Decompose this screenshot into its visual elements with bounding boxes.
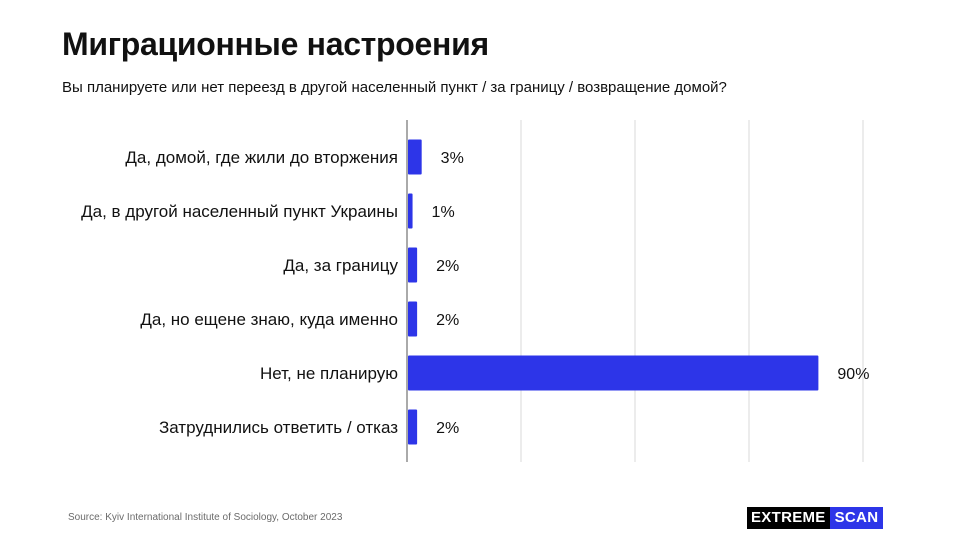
chart-title: Миграционные настроения [62, 26, 489, 62]
extreme-scan-logo: EXTREME SCAN [747, 507, 884, 529]
logo-part-scan: SCAN [829, 507, 884, 529]
bar-chart: Да, домой, где жили до вторжения 3% Да, в … [81, 120, 869, 462]
bar [408, 193, 413, 229]
bar [408, 139, 422, 175]
category-label: Да, за границу [283, 256, 398, 275]
chart-subtitle: Вы планируете или нет переезд в другой н… [62, 79, 727, 96]
category-label: Да, но ещене знаю, куда именно [140, 310, 398, 329]
value-label: 2% [436, 312, 459, 329]
category-label: Да, в другой населенный пункт Украины [81, 202, 398, 221]
logo-part-extreme: EXTREME [747, 507, 830, 529]
bar [408, 247, 418, 283]
value-label: 2% [436, 258, 459, 275]
category-label: Нет, не планирую [260, 364, 398, 383]
value-label: 1% [432, 204, 455, 221]
value-label: 3% [441, 150, 464, 167]
bar [408, 409, 418, 445]
source-note: Source: Kyiv International Institute of … [68, 512, 343, 523]
category-label: Да, домой, где жили до вторжения [125, 148, 398, 167]
bar [408, 355, 819, 391]
value-label: 2% [436, 420, 459, 437]
category-label: Затруднились ответить / отказ [159, 418, 398, 437]
value-label: 90% [837, 366, 869, 383]
bar [408, 301, 418, 337]
